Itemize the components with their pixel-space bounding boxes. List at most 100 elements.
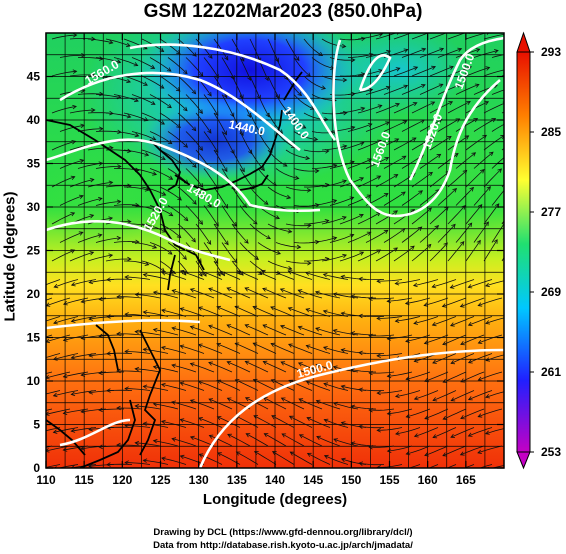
streamline-arrow xyxy=(367,123,373,128)
streamline xyxy=(123,186,149,191)
streamline-arrow xyxy=(117,164,122,169)
streamline xyxy=(485,428,504,435)
streamline-arrow xyxy=(442,452,448,457)
streamline xyxy=(208,362,233,373)
streamline xyxy=(51,140,76,151)
streamline xyxy=(437,224,456,243)
streamline xyxy=(450,353,475,364)
streamline-arrow xyxy=(385,85,391,91)
streamline xyxy=(306,417,331,428)
streamline xyxy=(275,94,291,116)
streamline xyxy=(153,403,179,410)
streamline-arrow xyxy=(469,186,474,192)
streamline-arrow xyxy=(235,451,241,456)
height-contours xyxy=(46,36,504,468)
streamline-arrow xyxy=(183,216,189,222)
streamline xyxy=(235,342,259,354)
streamline-arrow xyxy=(70,428,76,433)
streamline xyxy=(329,126,355,132)
streamline-arrow xyxy=(161,155,166,160)
streamline-arrow xyxy=(383,193,389,198)
streamline-arrow xyxy=(288,343,293,348)
streamline xyxy=(298,326,323,336)
streamline-arrow xyxy=(166,67,172,72)
x-tick-label: 115 xyxy=(74,473,94,487)
streamline-arrow xyxy=(240,56,245,62)
streamline-arrow xyxy=(81,52,86,58)
streamline-arrow xyxy=(28,412,32,416)
streamline xyxy=(46,408,71,415)
streamline-arrow xyxy=(252,342,258,347)
streamline-arrow xyxy=(485,320,491,325)
streamline xyxy=(460,297,485,307)
streamline xyxy=(465,169,485,188)
streamline-arrow xyxy=(134,292,140,297)
streamline-arrow xyxy=(234,305,240,310)
streamline-arrow xyxy=(455,118,461,123)
streamline-arrow xyxy=(176,233,182,239)
streamline-arrow xyxy=(439,47,445,52)
streamline-arrow xyxy=(223,167,228,173)
streamline-arrow xyxy=(507,152,511,156)
streamline xyxy=(185,94,203,114)
streamline-arrow xyxy=(368,445,373,450)
streamline-arrow xyxy=(208,361,213,366)
streamline-arrow xyxy=(80,299,86,304)
streamline-arrow xyxy=(459,451,465,456)
streamline xyxy=(235,415,259,428)
streamline-arrow xyxy=(461,205,466,210)
streamline-arrow xyxy=(91,107,96,113)
streamline xyxy=(432,427,457,438)
streamline xyxy=(285,149,310,159)
streamline-arrow xyxy=(108,180,114,186)
streamline xyxy=(263,397,287,410)
streamline-arrow xyxy=(431,321,437,327)
streamline-arrow xyxy=(214,221,219,227)
streamline-arrow xyxy=(333,401,338,407)
streamline xyxy=(437,118,460,132)
streamline xyxy=(468,427,493,437)
streamline-arrow xyxy=(358,461,364,466)
streamline-arrow xyxy=(124,312,129,317)
streamline xyxy=(460,408,485,419)
streamline-arrow xyxy=(428,171,433,177)
streamline xyxy=(460,445,485,456)
streamline-arrow xyxy=(349,233,355,238)
streamline-arrow xyxy=(89,177,95,183)
streamline xyxy=(289,415,313,428)
colorbar-tick-label: 261 xyxy=(541,365,561,379)
streamline-arrow xyxy=(179,307,185,312)
streamline-arrow xyxy=(226,287,232,292)
streamline-arrow xyxy=(413,396,419,401)
streamline xyxy=(285,112,306,129)
streamline xyxy=(293,94,315,110)
y-axis-ticks: 0 5 10 15 20 25 30 35 40 45 xyxy=(27,70,504,475)
y-tick-label: 30 xyxy=(27,200,41,214)
streamline-arrow xyxy=(183,143,188,148)
streamline xyxy=(424,371,449,382)
streamline-arrow xyxy=(305,155,311,161)
streamline-arrow xyxy=(431,65,436,70)
streamline xyxy=(280,325,305,336)
streamline xyxy=(468,316,493,326)
streamline-arrow xyxy=(477,339,483,344)
streamline xyxy=(113,131,139,137)
streamline xyxy=(473,221,489,243)
streamline-arrow xyxy=(430,101,436,106)
streamline xyxy=(419,118,443,132)
streamline-arrow xyxy=(88,353,94,358)
streamline xyxy=(473,151,494,169)
streamline xyxy=(298,289,323,299)
streamline xyxy=(357,69,383,77)
streamline xyxy=(244,287,269,299)
streamline-arrow xyxy=(493,239,498,244)
streamline xyxy=(141,112,165,125)
streamline xyxy=(267,112,283,134)
x-tick-label: 140 xyxy=(265,473,285,487)
streamline xyxy=(401,119,425,132)
streamline xyxy=(413,316,439,324)
streamline-arrow xyxy=(71,140,77,145)
streamline xyxy=(339,73,365,77)
streamline xyxy=(483,168,502,188)
streamline-arrow xyxy=(234,379,240,384)
